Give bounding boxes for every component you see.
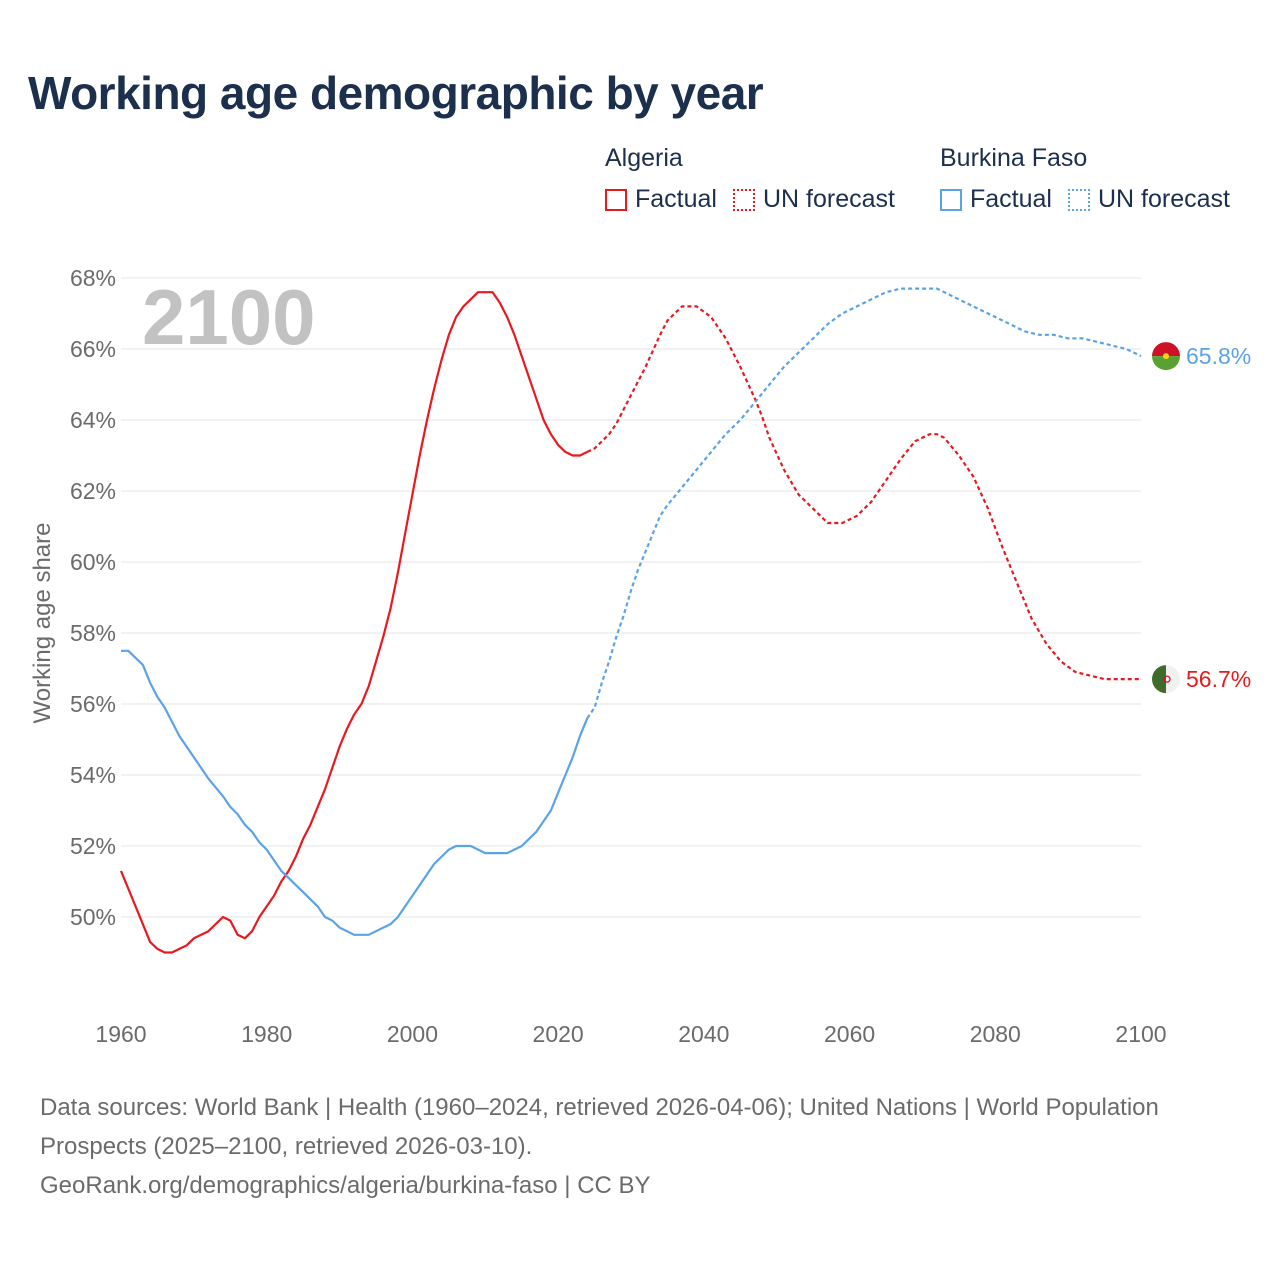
series-line-burkina-faso-forecast <box>586 287 1142 719</box>
legend-swatch-solid <box>940 188 962 211</box>
x-tick-label: 2000 <box>387 1021 438 1047</box>
x-tick-label: 1960 <box>95 1021 146 1047</box>
x-tick-label: 2080 <box>970 1021 1021 1047</box>
series-lines <box>119 287 1142 954</box>
y-tick-label: 50% <box>70 904 116 930</box>
legend-country-algeria: Algeria <box>605 144 683 172</box>
x-tick-label: 2040 <box>678 1021 729 1047</box>
x-axis-ticks: 1960 1980 2000 2020 2040 2060 2080 2100 <box>95 1021 1166 1047</box>
y-tick-label: 62% <box>70 478 116 504</box>
grid-lines <box>121 277 1141 918</box>
y-tick-label: 66% <box>70 336 116 362</box>
line-chart: 50% 52% 54% 56% 58% 60% 62% 64% 66% 68% 1960 1980 2… <box>29 265 1251 1047</box>
legend-label: UN forecast <box>1097 185 1230 213</box>
legend-label: Factual <box>635 185 717 213</box>
series-line-algeria-forecast <box>586 305 1141 681</box>
y-tick-label: 54% <box>70 762 116 788</box>
legend-swatch-solid <box>605 188 627 211</box>
y-tick-label: 64% <box>70 407 116 433</box>
series-line-algeria-factual <box>119 291 588 954</box>
legend-label: UN forecast <box>762 185 895 213</box>
y-axis-ticks: 50% 52% 54% 56% 58% 60% 62% 64% 66% 68% <box>70 265 116 930</box>
x-tick-label: 1980 <box>241 1021 292 1047</box>
year-badge: 2100 <box>142 273 316 361</box>
footer: Data sources: World Bank | Health (1960–… <box>40 1088 1240 1205</box>
x-tick-label: 2100 <box>1115 1021 1166 1047</box>
legend-group-algeria: Algeria Factual UN forecast <box>605 144 911 214</box>
x-tick-label: 2020 <box>533 1021 584 1047</box>
y-tick-label: 60% <box>70 549 116 575</box>
y-tick-label: 58% <box>70 620 116 646</box>
y-axis-label: Working age share <box>29 523 56 724</box>
end-markers: 56.7% 65.8% <box>1152 342 1251 694</box>
legend-label: Factual <box>970 185 1052 213</box>
y-tick-label: 56% <box>70 691 116 717</box>
chart-title: Working age demographic by year <box>28 67 764 119</box>
legend-item-algeria-forecast[interactable]: UN forecast <box>732 185 895 214</box>
flag-icon-burkina-faso <box>1152 342 1180 371</box>
legend-group-burkina-faso: Burkina Faso Factual UN forecast <box>940 144 1246 214</box>
y-tick-label: 68% <box>70 265 116 291</box>
end-value-label-algeria: 56.7% <box>1186 666 1251 692</box>
legend-country-burkina-faso: Burkina Faso <box>940 144 1088 172</box>
data-sources: Data sources: World Bank | Health (1960–… <box>40 1094 1159 1160</box>
legend-item-burkina-factual[interactable]: Factual <box>940 185 1052 214</box>
legend-swatch-dotted <box>1067 188 1090 211</box>
legend-swatch-dotted <box>732 188 755 211</box>
flag-icon-algeria <box>1152 665 1180 694</box>
y-tick-label: 52% <box>70 833 116 859</box>
legend-item-algeria-factual[interactable]: Factual <box>605 185 717 214</box>
legend-item-burkina-forecast[interactable]: UN forecast <box>1067 185 1230 214</box>
end-value-label-burkina-faso: 65.8% <box>1186 343 1251 369</box>
series-line-burkina-faso-factual <box>121 649 589 936</box>
attribution: GeoRank.org/demographics/algeria/burkina… <box>40 1172 651 1199</box>
x-tick-label: 2060 <box>824 1021 875 1047</box>
